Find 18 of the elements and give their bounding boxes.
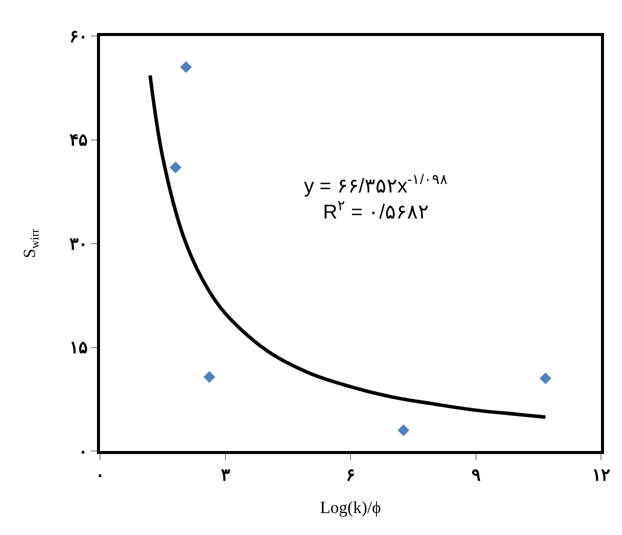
point xyxy=(180,61,192,73)
point xyxy=(170,162,182,174)
x-tick-label: ۰ xyxy=(96,465,104,484)
y-tick-label: ۰ xyxy=(78,442,88,461)
y-tick-label: ۳۰ xyxy=(70,234,88,254)
point xyxy=(398,424,410,436)
point xyxy=(204,371,216,383)
y-tick-label: ۱۵ xyxy=(70,338,88,358)
x-axis-title: Log(k)/ϕ xyxy=(320,498,381,517)
annotation: y = ۶۶/۳۵۲x$^{-۱/۰۹۸}$ xyxy=(304,171,448,198)
y-tick-label: ۶۰ xyxy=(70,26,88,46)
point xyxy=(540,372,552,384)
y-tick-label: ۴۵ xyxy=(70,130,88,150)
x-tick-label: ۶ xyxy=(346,465,355,484)
x-tick-label: ۹ xyxy=(471,465,480,484)
x-tick-label: ۳ xyxy=(220,465,230,484)
line-series xyxy=(148,74,548,419)
x-tick-label: ۱۲ xyxy=(592,465,610,484)
